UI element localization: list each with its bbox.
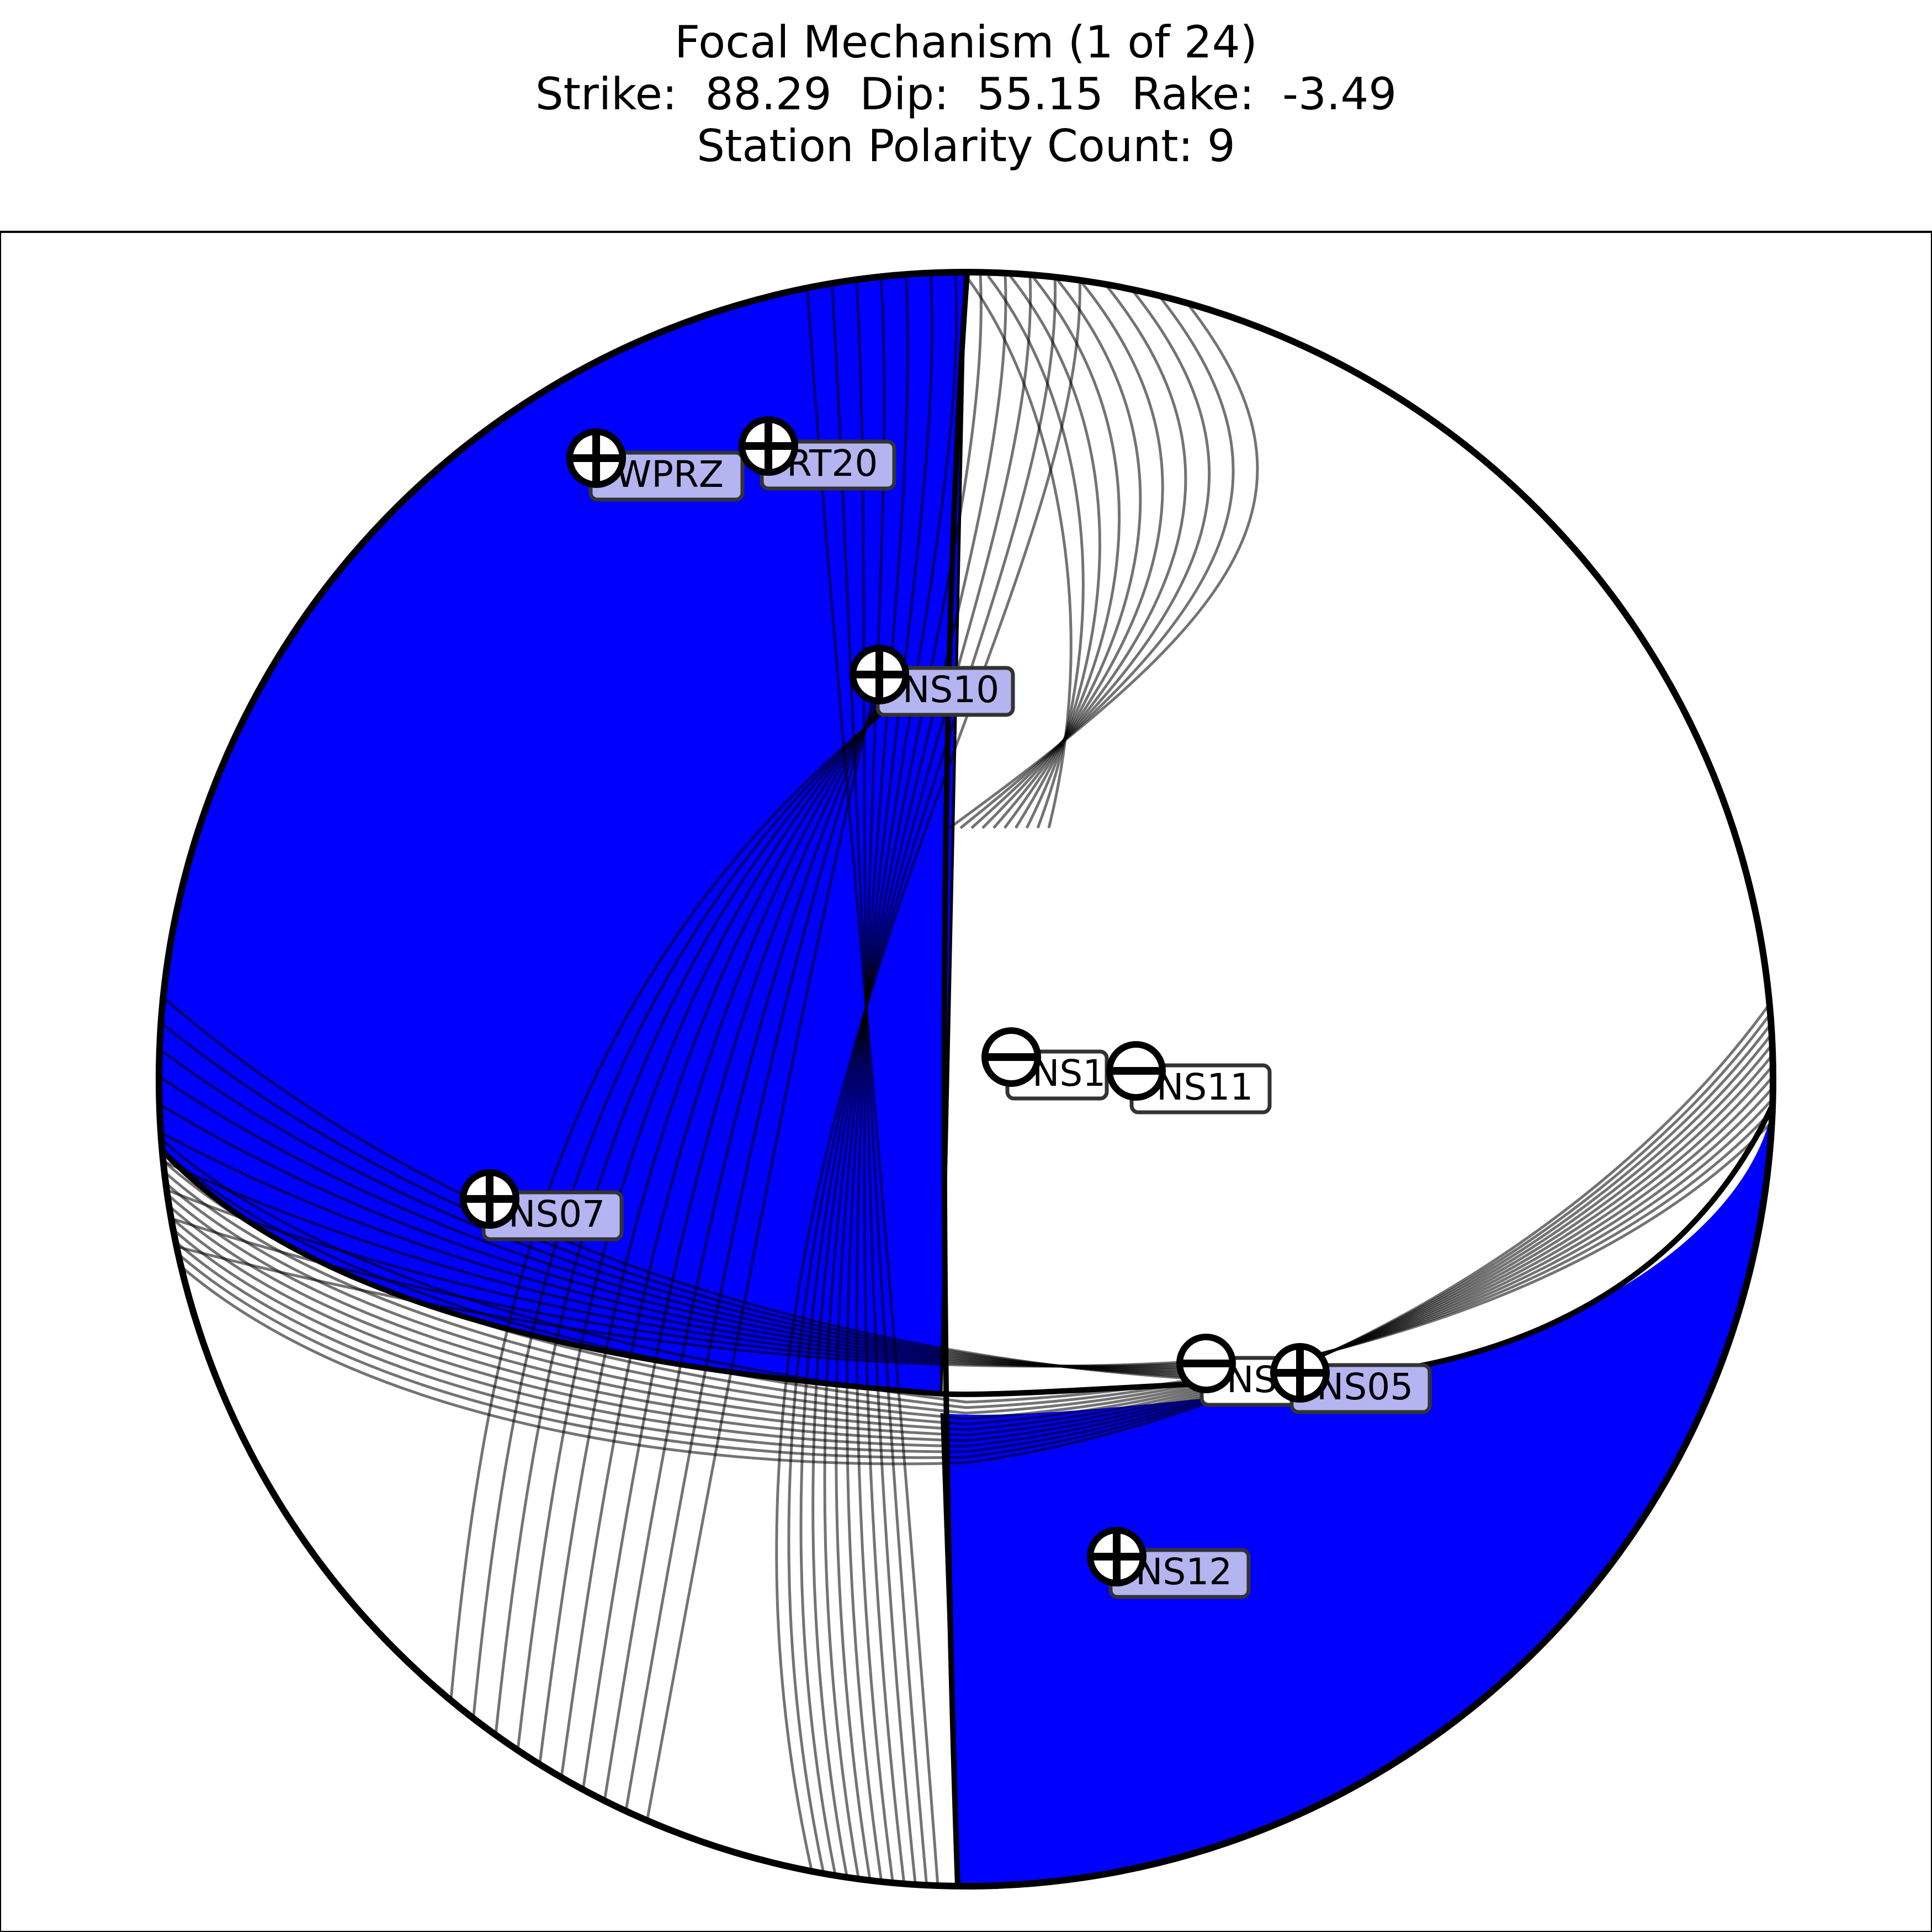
alternate-nodal-plane [159,1020,1773,1453]
station-label: NS07 [508,1193,605,1235]
station-label: RT20 [787,442,878,485]
station-label: NS12 [1135,1551,1232,1593]
station-ns11: NS11 [1106,1041,1272,1114]
station-label: WPRZ [615,453,724,496]
station-ns12: NS12 [1087,1527,1251,1599]
alternate-nodal-plane [159,1108,1773,1409]
alternate-nodal-plane [799,272,1032,1886]
alternate-nodal-plane [159,998,1773,1466]
figure-title: Focal Mechanism (1 of 24) [675,17,1257,68]
station-ns1: NS1 [981,1027,1109,1101]
alternate-nodal-plane [159,1042,1773,1442]
station-label: NS11 [1156,1066,1253,1108]
station-polarity-count: Station Polarity Count: 9 [697,120,1235,172]
alternate-nodal-plane [567,678,896,1886]
preferred-nodal-plane-steep [941,273,970,1886]
alternate-nodal-plane [948,275,1259,830]
station-label: NS10 [903,668,999,711]
alternate-nodal-plane [159,1053,1773,1437]
alternate-nodal-plane [863,272,907,1886]
alternate-nodal-plane [823,272,983,1886]
station-ns10: NS10 [850,645,1015,717]
alternate-nodal-plane [159,1031,1773,1448]
alternate-nodal-plane [589,678,890,1886]
figure-title-block: Focal Mechanism (1 of 24) Strike: 88.29 … [0,17,1932,172]
alternate-nodal-plane [775,272,1081,1886]
alternate-nodal-plane [835,272,958,1886]
alternate-nodal-plane [159,1075,1773,1426]
alternate-nodal-plane [854,272,918,1886]
station-label: NS1 [1032,1052,1106,1095]
alternate-nodal-plane [855,272,910,1886]
alternate-nodal-plane [811,272,1007,1886]
station-ns05: NS05 [1270,1343,1432,1414]
preferred-nodal-plane-shallow [159,1102,1773,1397]
alternate-nodal-plane [159,1086,1773,1420]
beachball-outline [156,269,1776,1889]
alternate-nodal-plane [787,272,1057,1886]
station-label: NS05 [1317,1366,1413,1408]
alternate-nodal-plane [545,678,901,1886]
alternate-nodal-plane [159,1009,1773,1459]
station-ns07: NS07 [460,1169,624,1241]
station-wprz: WPRZ [566,428,745,502]
station-rt20: RT20 [739,416,896,491]
alternate-nodal-plane [845,272,933,1886]
alternate-nodal-plane [804,272,940,1886]
alternate-nodal-planes [159,272,1773,1886]
alternate-nodal-plane [611,678,885,1886]
alternate-nodal-plane [829,272,929,1886]
mechanism-parameters: Strike: 88.29 Dip: 55.15 Rake: -3.49 [535,68,1397,120]
alternate-nodal-plane [159,1064,1773,1431]
alternate-nodal-plane [159,1240,1215,1368]
alternate-nodal-plane [633,678,879,1886]
alternate-nodal-plane [523,678,906,1886]
alternate-nodal-plane [159,1119,1773,1404]
